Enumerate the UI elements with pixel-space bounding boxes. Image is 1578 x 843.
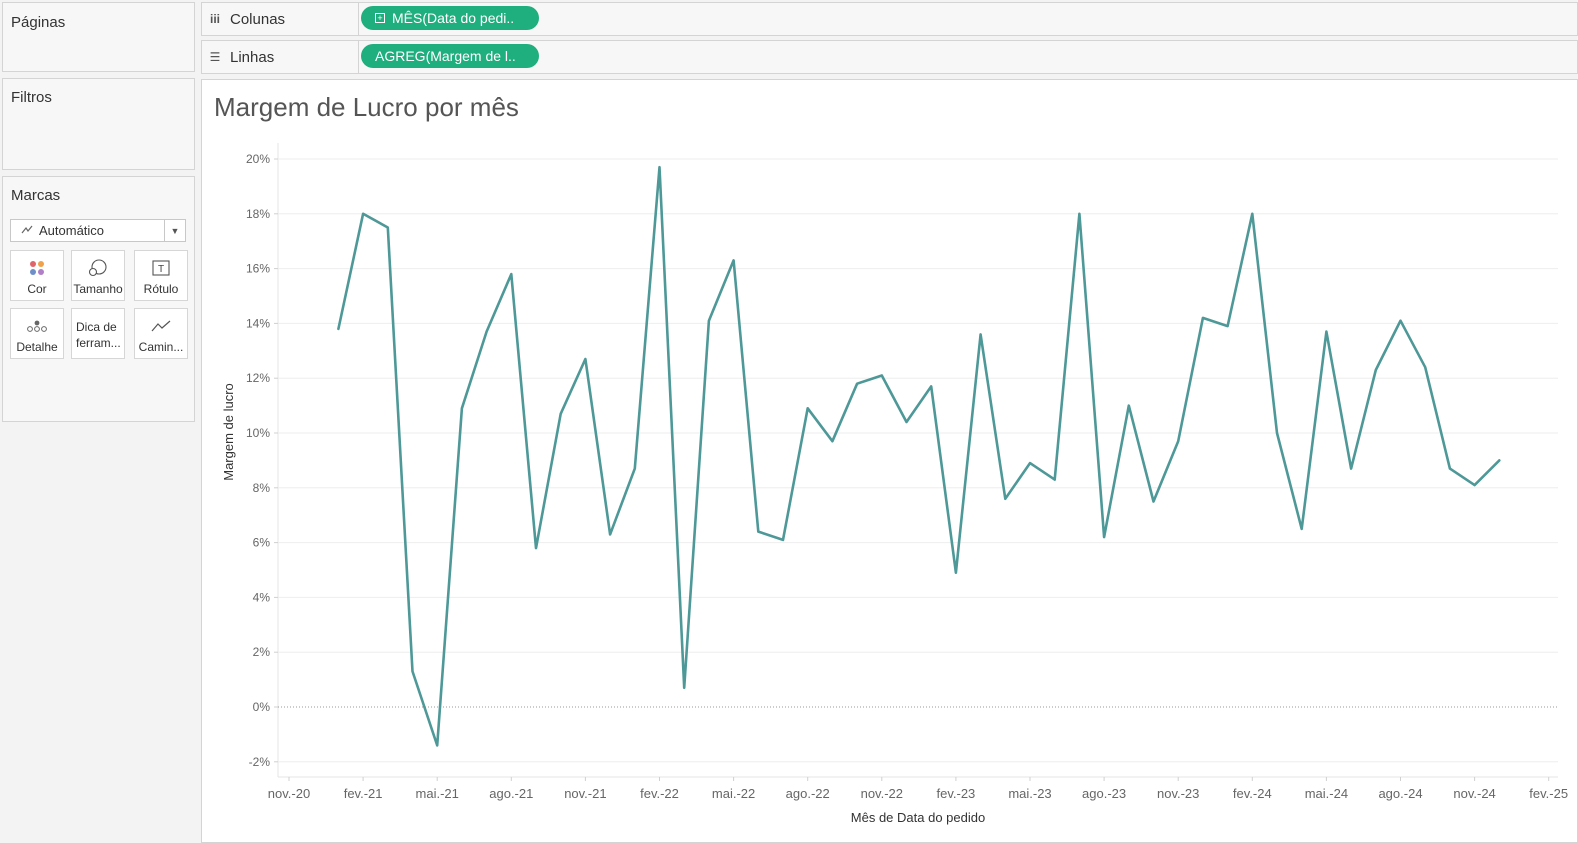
series-line — [337, 165, 1501, 747]
rows-shelf[interactable]: ☰ Linhas AGREG(Margem de l.. — [201, 40, 1578, 74]
pages-panel-title: Páginas — [11, 14, 66, 31]
x-tick-label: fev.-22 — [640, 786, 679, 801]
pages-panel[interactable]: Páginas — [2, 2, 195, 72]
rows-pill[interactable]: AGREG(Margem de l.. — [361, 44, 539, 68]
x-tick-label: mai.-24 — [1305, 786, 1348, 801]
x-tick-label: ago.-22 — [786, 786, 830, 801]
y-tick-label: 14% — [246, 316, 270, 330]
x-tick-label: ago.-23 — [1082, 786, 1126, 801]
size-button[interactable]: Tamanho — [71, 250, 125, 301]
x-tick-label: nov.-21 — [564, 786, 606, 801]
size-icon — [72, 259, 124, 277]
x-tick-label: mai.-22 — [712, 786, 755, 801]
columns-pill-text: MÊS(Data do pedi.. — [392, 10, 515, 26]
filters-panel[interactable]: Filtros — [2, 78, 195, 170]
y-tick-label: 12% — [246, 371, 270, 385]
label-button-label: Rótulo — [143, 282, 179, 296]
x-tick-label: mai.-23 — [1008, 786, 1051, 801]
x-axis-title: Mês de Data do pedido — [851, 810, 985, 825]
path-button-label: Camin... — [138, 340, 184, 354]
color-button-label: Cor — [27, 282, 47, 296]
viz-area[interactable]: Margem de Lucro por mês -2% 0% 2% 4% 6% 8% 10%… — [201, 79, 1578, 843]
x-tick-label: nov.-20 — [268, 786, 310, 801]
size-button-label: Tamanho — [73, 282, 123, 296]
svg-text:T: T — [158, 264, 164, 275]
rows-shelf-label: Linhas — [230, 48, 275, 66]
mark-type-value: Automático — [39, 223, 105, 238]
x-tick-label: ago.-21 — [489, 786, 533, 801]
rows-icon: ☰ — [209, 50, 221, 64]
detail-button-label: Detalhe — [16, 340, 58, 354]
x-tick-label: nov.-23 — [1157, 786, 1199, 801]
y-tick-label: 4% — [253, 590, 271, 604]
y-tick-label: 16% — [246, 262, 270, 276]
columns-pill[interactable]: + MÊS(Data do pedi.. — [361, 6, 539, 30]
y-tick-label: 20% — [246, 152, 270, 166]
y-tick-label: 0% — [253, 700, 271, 714]
color-button[interactable]: Cor — [10, 250, 64, 301]
y-tick-label: 2% — [253, 645, 271, 659]
rows-pill-text: AGREG(Margem de l.. — [375, 48, 516, 64]
y-tick-label: 18% — [246, 207, 270, 221]
tooltip-button-label: Dica de ferram... — [76, 320, 121, 350]
x-tick-label: nov.-24 — [1453, 786, 1495, 801]
columns-shelf-label: Colunas — [230, 10, 286, 28]
line-mark-icon — [21, 224, 33, 238]
columns-shelf-label-area: iii Colunas — [202, 3, 359, 35]
x-tick-label: fev.-24 — [1233, 786, 1272, 801]
path-button[interactable]: Camin... — [134, 308, 188, 359]
x-tick-label: nov.-22 — [861, 786, 903, 801]
x-tick-label: mai.-21 — [416, 786, 459, 801]
rows-shelf-label-area: ☰ Linhas — [202, 41, 359, 73]
x-tick-label: fev.-25 — [1529, 786, 1568, 801]
x-tick-label: fev.-23 — [937, 786, 976, 801]
x-tick-label: fev.-21 — [344, 786, 383, 801]
detail-dots-icon — [11, 317, 63, 335]
label-text-icon: T — [135, 259, 187, 277]
color-dots-icon — [11, 259, 63, 277]
path-line-icon — [135, 317, 187, 335]
y-axis-title: Margem de lucro — [221, 383, 236, 481]
y-tick-label: 8% — [253, 481, 271, 495]
y-tick-label: 6% — [253, 536, 271, 550]
y-tick-label: 10% — [246, 426, 270, 440]
expand-icon[interactable]: + — [375, 13, 385, 23]
x-tick-label: ago.-24 — [1378, 786, 1422, 801]
marks-panel-title: Marcas — [11, 187, 61, 204]
columns-shelf[interactable]: iii Colunas + MÊS(Data do pedi.. — [201, 2, 1578, 36]
chevron-down-icon[interactable]: ▼ — [164, 220, 185, 241]
label-button[interactable]: T Rótulo — [134, 250, 188, 301]
mark-type-dropdown[interactable]: Automático ▼ — [10, 219, 186, 242]
tooltip-button[interactable]: Dica de ferram... — [71, 308, 125, 359]
columns-icon: iii — [209, 12, 220, 26]
chart-title: Margem de Lucro por mês — [214, 92, 519, 122]
detail-button[interactable]: Detalhe — [10, 308, 64, 359]
filters-panel-title: Filtros — [11, 89, 52, 106]
y-tick-label: -2% — [249, 755, 271, 769]
line-chart[interactable]: -2% 0% 2% 4% 6% 8% 10% 12% 14% 16% 18% 20% nov.-20 fe… — [202, 80, 1577, 842]
